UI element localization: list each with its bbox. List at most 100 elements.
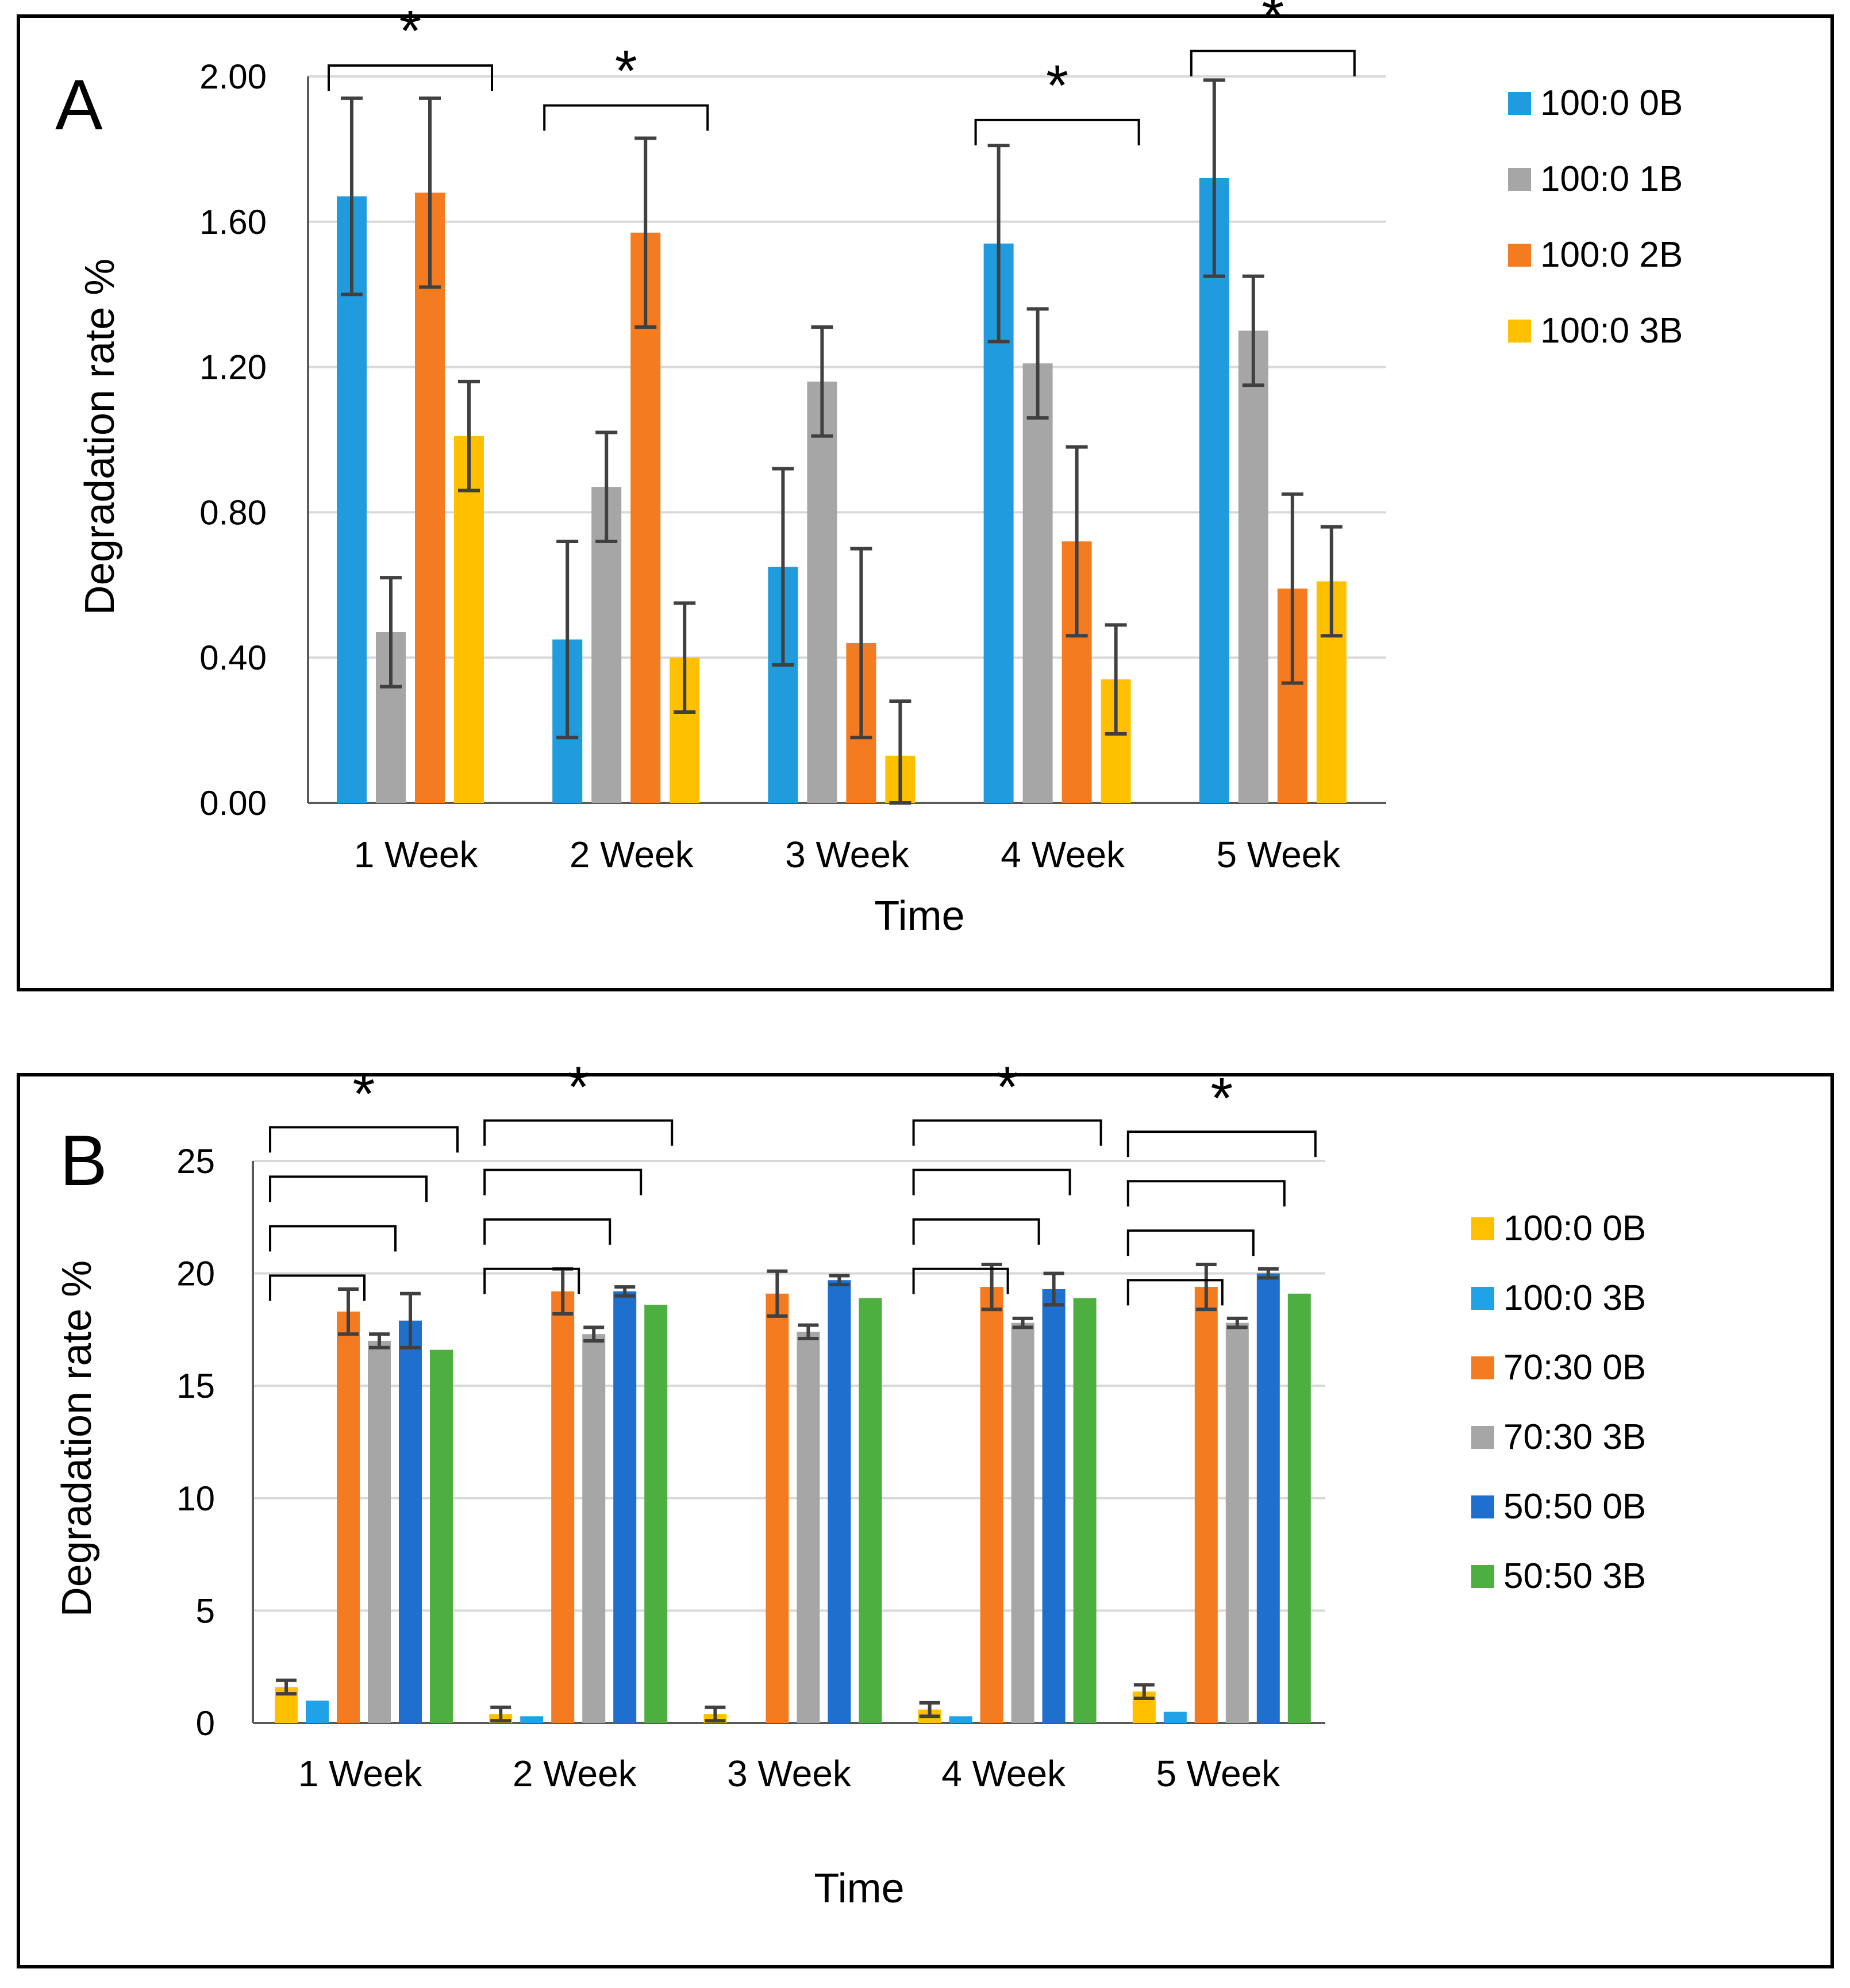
y-tick-label: 20 [176, 1255, 215, 1293]
legend-label: 50:50 0B [1503, 1487, 1646, 1526]
bar [1073, 1298, 1097, 1723]
legend-swatch [1471, 1287, 1494, 1310]
panel-b-x-axis-title: Time [814, 1866, 904, 1912]
error-bar [338, 1287, 359, 1336]
significance-bracket [912, 1218, 1040, 1245]
x-tick-label: 2 Week [513, 1753, 637, 1794]
bar [1042, 1289, 1066, 1723]
error-bar [1226, 1316, 1248, 1329]
panel-a-letter: A [55, 66, 103, 145]
error-bar [772, 467, 794, 667]
x-tick-label: 3 Week [727, 1753, 852, 1794]
significance-bracket [1126, 1180, 1286, 1207]
x-tick-label: 5 Week [1156, 1753, 1280, 1794]
bar [1194, 1287, 1218, 1723]
legend-swatch [1508, 92, 1531, 115]
error-bar [1195, 1262, 1217, 1312]
bar [980, 1287, 1003, 1723]
error-bar [490, 1705, 511, 1723]
bar [797, 1332, 820, 1723]
error-bar [705, 1705, 726, 1723]
significance-bracket [1126, 1229, 1255, 1256]
error-bar [583, 1325, 605, 1343]
x-tick-label: 3 Week [785, 834, 910, 875]
significance-bracket [1126, 1130, 1317, 1158]
x-tick-label: 4 Week [941, 1753, 1066, 1794]
error-bar [419, 96, 441, 289]
error-bar [850, 547, 872, 740]
panel-b-letter: B [60, 1121, 107, 1201]
error-bar [1257, 1267, 1279, 1280]
bar [1199, 178, 1229, 803]
bar [613, 1291, 637, 1723]
bar [430, 1349, 453, 1723]
error-bar [1242, 274, 1264, 387]
bar [1022, 363, 1053, 803]
significance-bracket [269, 1225, 397, 1252]
legend-swatch [1471, 1356, 1494, 1379]
legend-label: 100:0 3B [1540, 311, 1683, 351]
significance-bracket [483, 1119, 674, 1146]
significance-bracket [483, 1218, 611, 1245]
legend-swatch [1471, 1217, 1494, 1240]
legend-label: 100:0 2B [1540, 235, 1683, 275]
error-bar [400, 1291, 421, 1349]
significance-bracket [1126, 1279, 1224, 1306]
error-bar [369, 1332, 390, 1349]
significance-star: * [996, 1055, 1018, 1120]
legend-swatch [1471, 1426, 1494, 1449]
bar [828, 1280, 851, 1723]
y-tick-label: 1.60 [199, 203, 267, 241]
error-bar [811, 325, 833, 438]
error-bar [987, 144, 1010, 344]
bar [1225, 1322, 1249, 1723]
legend-swatch [1508, 168, 1531, 191]
panel-a-x-axis-title: Time [874, 893, 964, 939]
error-bar [1066, 445, 1088, 638]
significance-star: * [353, 1062, 375, 1126]
error-bar [1105, 623, 1127, 736]
y-tick-label: 0.40 [199, 639, 267, 677]
bar [1287, 1293, 1311, 1723]
x-tick-label: 1 Week [298, 1753, 423, 1794]
y-tick-label: 1.20 [199, 348, 267, 387]
significance-bracket [269, 1175, 428, 1202]
bar [949, 1716, 972, 1723]
significance-bracket [328, 64, 493, 91]
error-bar [919, 1701, 940, 1718]
legend-label: 70:30 3B [1503, 1417, 1646, 1457]
x-tick-label: 5 Week [1216, 834, 1341, 875]
error-bar [1026, 307, 1049, 420]
error-bar [1320, 525, 1343, 638]
bar [1238, 330, 1268, 803]
error-bar [1012, 1316, 1033, 1329]
error-bar [798, 1323, 819, 1341]
significance-star: * [1210, 1066, 1233, 1130]
significance-star: * [1261, 0, 1284, 49]
error-bar [981, 1262, 1002, 1312]
bar [368, 1340, 391, 1723]
bar [582, 1334, 606, 1723]
error-bar [341, 96, 363, 297]
error-bar [380, 576, 402, 689]
significance-bracket [912, 1267, 1009, 1294]
legend-label: 100:0 1B [1540, 159, 1683, 199]
bar [415, 193, 445, 803]
error-bar [1133, 1683, 1155, 1700]
y-tick-label: 2.00 [199, 57, 267, 96]
y-tick-label: 5 [196, 1591, 215, 1630]
bar [551, 1291, 575, 1723]
x-tick-label: 4 Week [1001, 834, 1125, 875]
significance-bracket [912, 1119, 1102, 1146]
panel-a-y-axis-title: Degradation rate % [77, 259, 123, 615]
significance-star: * [615, 39, 637, 103]
bar [337, 1312, 360, 1723]
bar [807, 381, 837, 803]
bar [454, 436, 484, 803]
bar [644, 1305, 668, 1723]
panel-b-plot: 0 5 10 15 20 25 1 Week 2 Week 3 Week 4 Week 5 Week… [176, 1055, 1325, 1794]
bar [306, 1700, 329, 1723]
bar [1163, 1712, 1187, 1723]
legend-swatch [1508, 320, 1531, 343]
panel-b-legend: 100:0 0B 100:0 3B 70:30 0B 70:30 3B 50:50 0B… [1471, 1209, 1646, 1596]
